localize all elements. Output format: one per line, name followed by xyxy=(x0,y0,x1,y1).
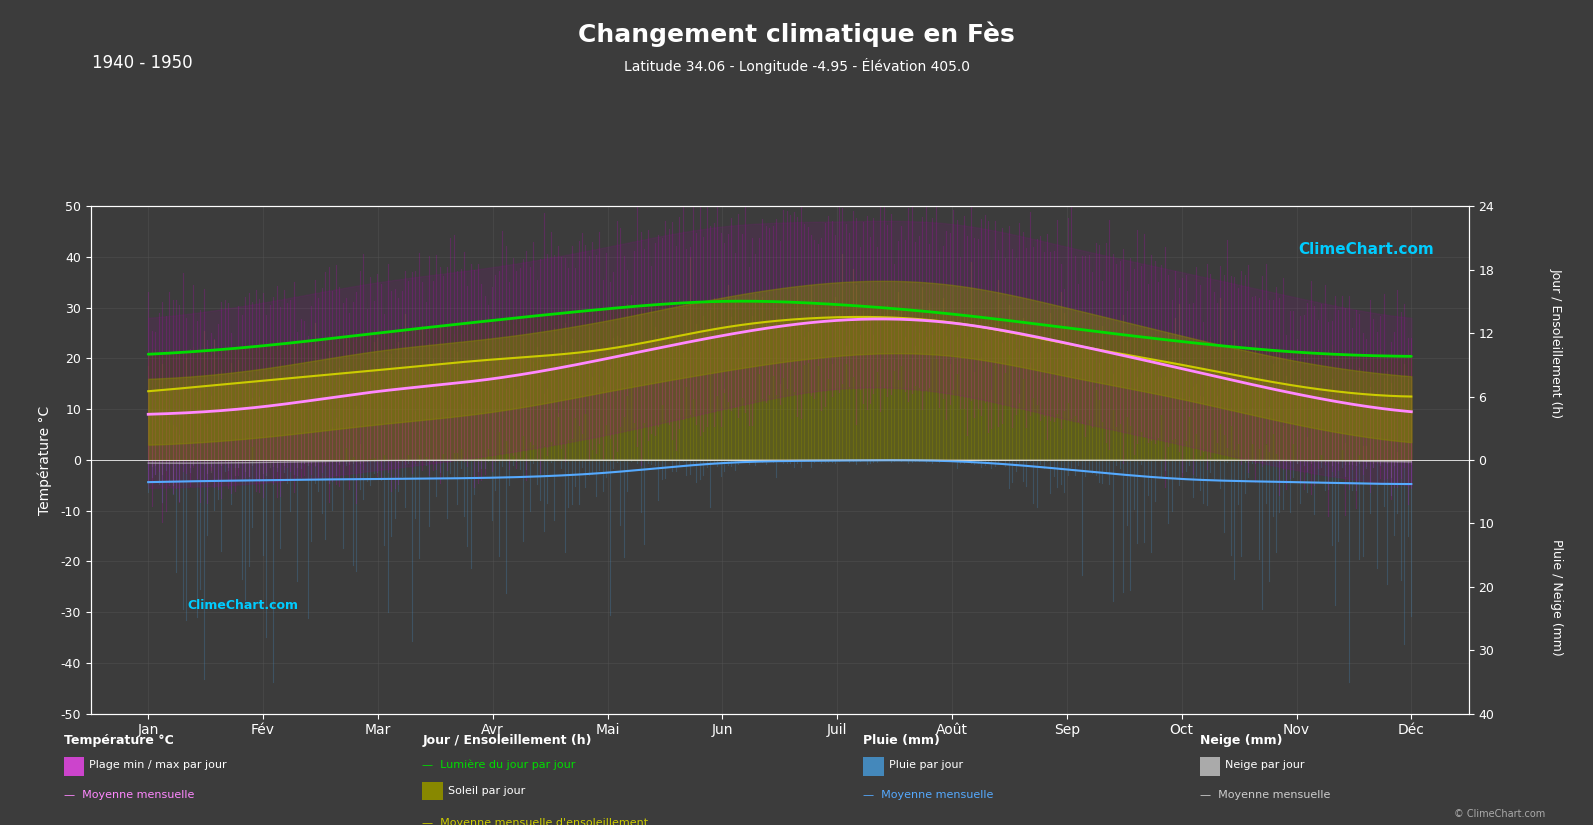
Text: ClimeChart.com: ClimeChart.com xyxy=(1298,242,1434,257)
Text: —  Moyenne mensuelle d'ensoleillement: — Moyenne mensuelle d'ensoleillement xyxy=(422,818,648,825)
Text: 1940 - 1950: 1940 - 1950 xyxy=(92,54,193,73)
Text: © ClimeChart.com: © ClimeChart.com xyxy=(1454,808,1545,818)
Text: —  Moyenne mensuelle: — Moyenne mensuelle xyxy=(1200,790,1330,799)
Text: Pluie (mm): Pluie (mm) xyxy=(863,734,940,747)
Text: Pluie par jour: Pluie par jour xyxy=(889,760,964,770)
Text: ClimeChart.com: ClimeChart.com xyxy=(188,599,298,612)
Text: Neige (mm): Neige (mm) xyxy=(1200,734,1282,747)
Text: Température °C: Température °C xyxy=(64,734,174,747)
Text: —  Moyenne mensuelle: — Moyenne mensuelle xyxy=(64,790,194,799)
Text: Plage min / max par jour: Plage min / max par jour xyxy=(89,760,226,770)
Y-axis label: Température °C: Température °C xyxy=(38,405,53,515)
Text: Jour / Ensoleillement (h): Jour / Ensoleillement (h) xyxy=(1550,268,1563,418)
Text: Jour / Ensoleillement (h): Jour / Ensoleillement (h) xyxy=(422,734,591,747)
Text: Pluie / Neige (mm): Pluie / Neige (mm) xyxy=(1550,539,1563,655)
Text: Changement climatique en Fès: Changement climatique en Fès xyxy=(578,21,1015,47)
Text: Latitude 34.06 - Longitude -4.95 - Élévation 405.0: Latitude 34.06 - Longitude -4.95 - Éléva… xyxy=(623,58,970,73)
Text: Soleil par jour: Soleil par jour xyxy=(448,786,524,796)
Text: —  Moyenne mensuelle: — Moyenne mensuelle xyxy=(863,790,994,799)
Text: Neige par jour: Neige par jour xyxy=(1225,760,1305,770)
Text: —  Lumière du jour par jour: — Lumière du jour par jour xyxy=(422,760,575,770)
